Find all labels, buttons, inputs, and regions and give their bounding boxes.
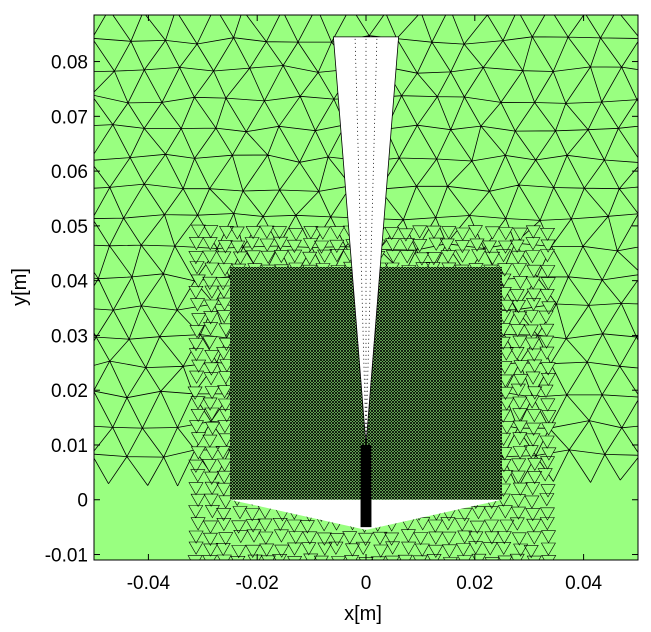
plot-area bbox=[94, 15, 638, 560]
y-tick-label: 0.08 bbox=[51, 53, 88, 74]
x-tick-label: -0.04 bbox=[127, 573, 171, 594]
blade-cutout bbox=[332, 36, 400, 446]
x-tick-label: 0.02 bbox=[456, 573, 493, 594]
y-tick-label: 0.06 bbox=[51, 162, 88, 183]
x-tick-label: 0 bbox=[361, 573, 372, 594]
x-tick-label: -0.02 bbox=[236, 573, 279, 594]
y-tick-label: 0.03 bbox=[51, 326, 88, 347]
y-tick-label: 0.01 bbox=[51, 436, 88, 457]
y-tick-label: 0.04 bbox=[51, 272, 88, 293]
y-tick-label: 0.02 bbox=[51, 381, 88, 402]
y-tick-label: -0.01 bbox=[45, 546, 88, 567]
y-ticks: -0.01 0 0.01 0.02 0.03 0.04 0.05 0.06 0.07 0.08 bbox=[45, 53, 638, 567]
y-axis-title: y[m] bbox=[9, 268, 31, 306]
stem-dense-region bbox=[360, 444, 372, 528]
x-axis-title: x[m] bbox=[344, 603, 382, 625]
x-ticks: -0.04 -0.02 0 0.02 0.04 bbox=[127, 15, 603, 594]
y-tick-label: 0.07 bbox=[51, 107, 88, 128]
y-tick-label: 0.05 bbox=[51, 217, 88, 238]
y-tick-label: 0 bbox=[77, 491, 88, 512]
x-tick-label: 0.04 bbox=[565, 573, 602, 594]
